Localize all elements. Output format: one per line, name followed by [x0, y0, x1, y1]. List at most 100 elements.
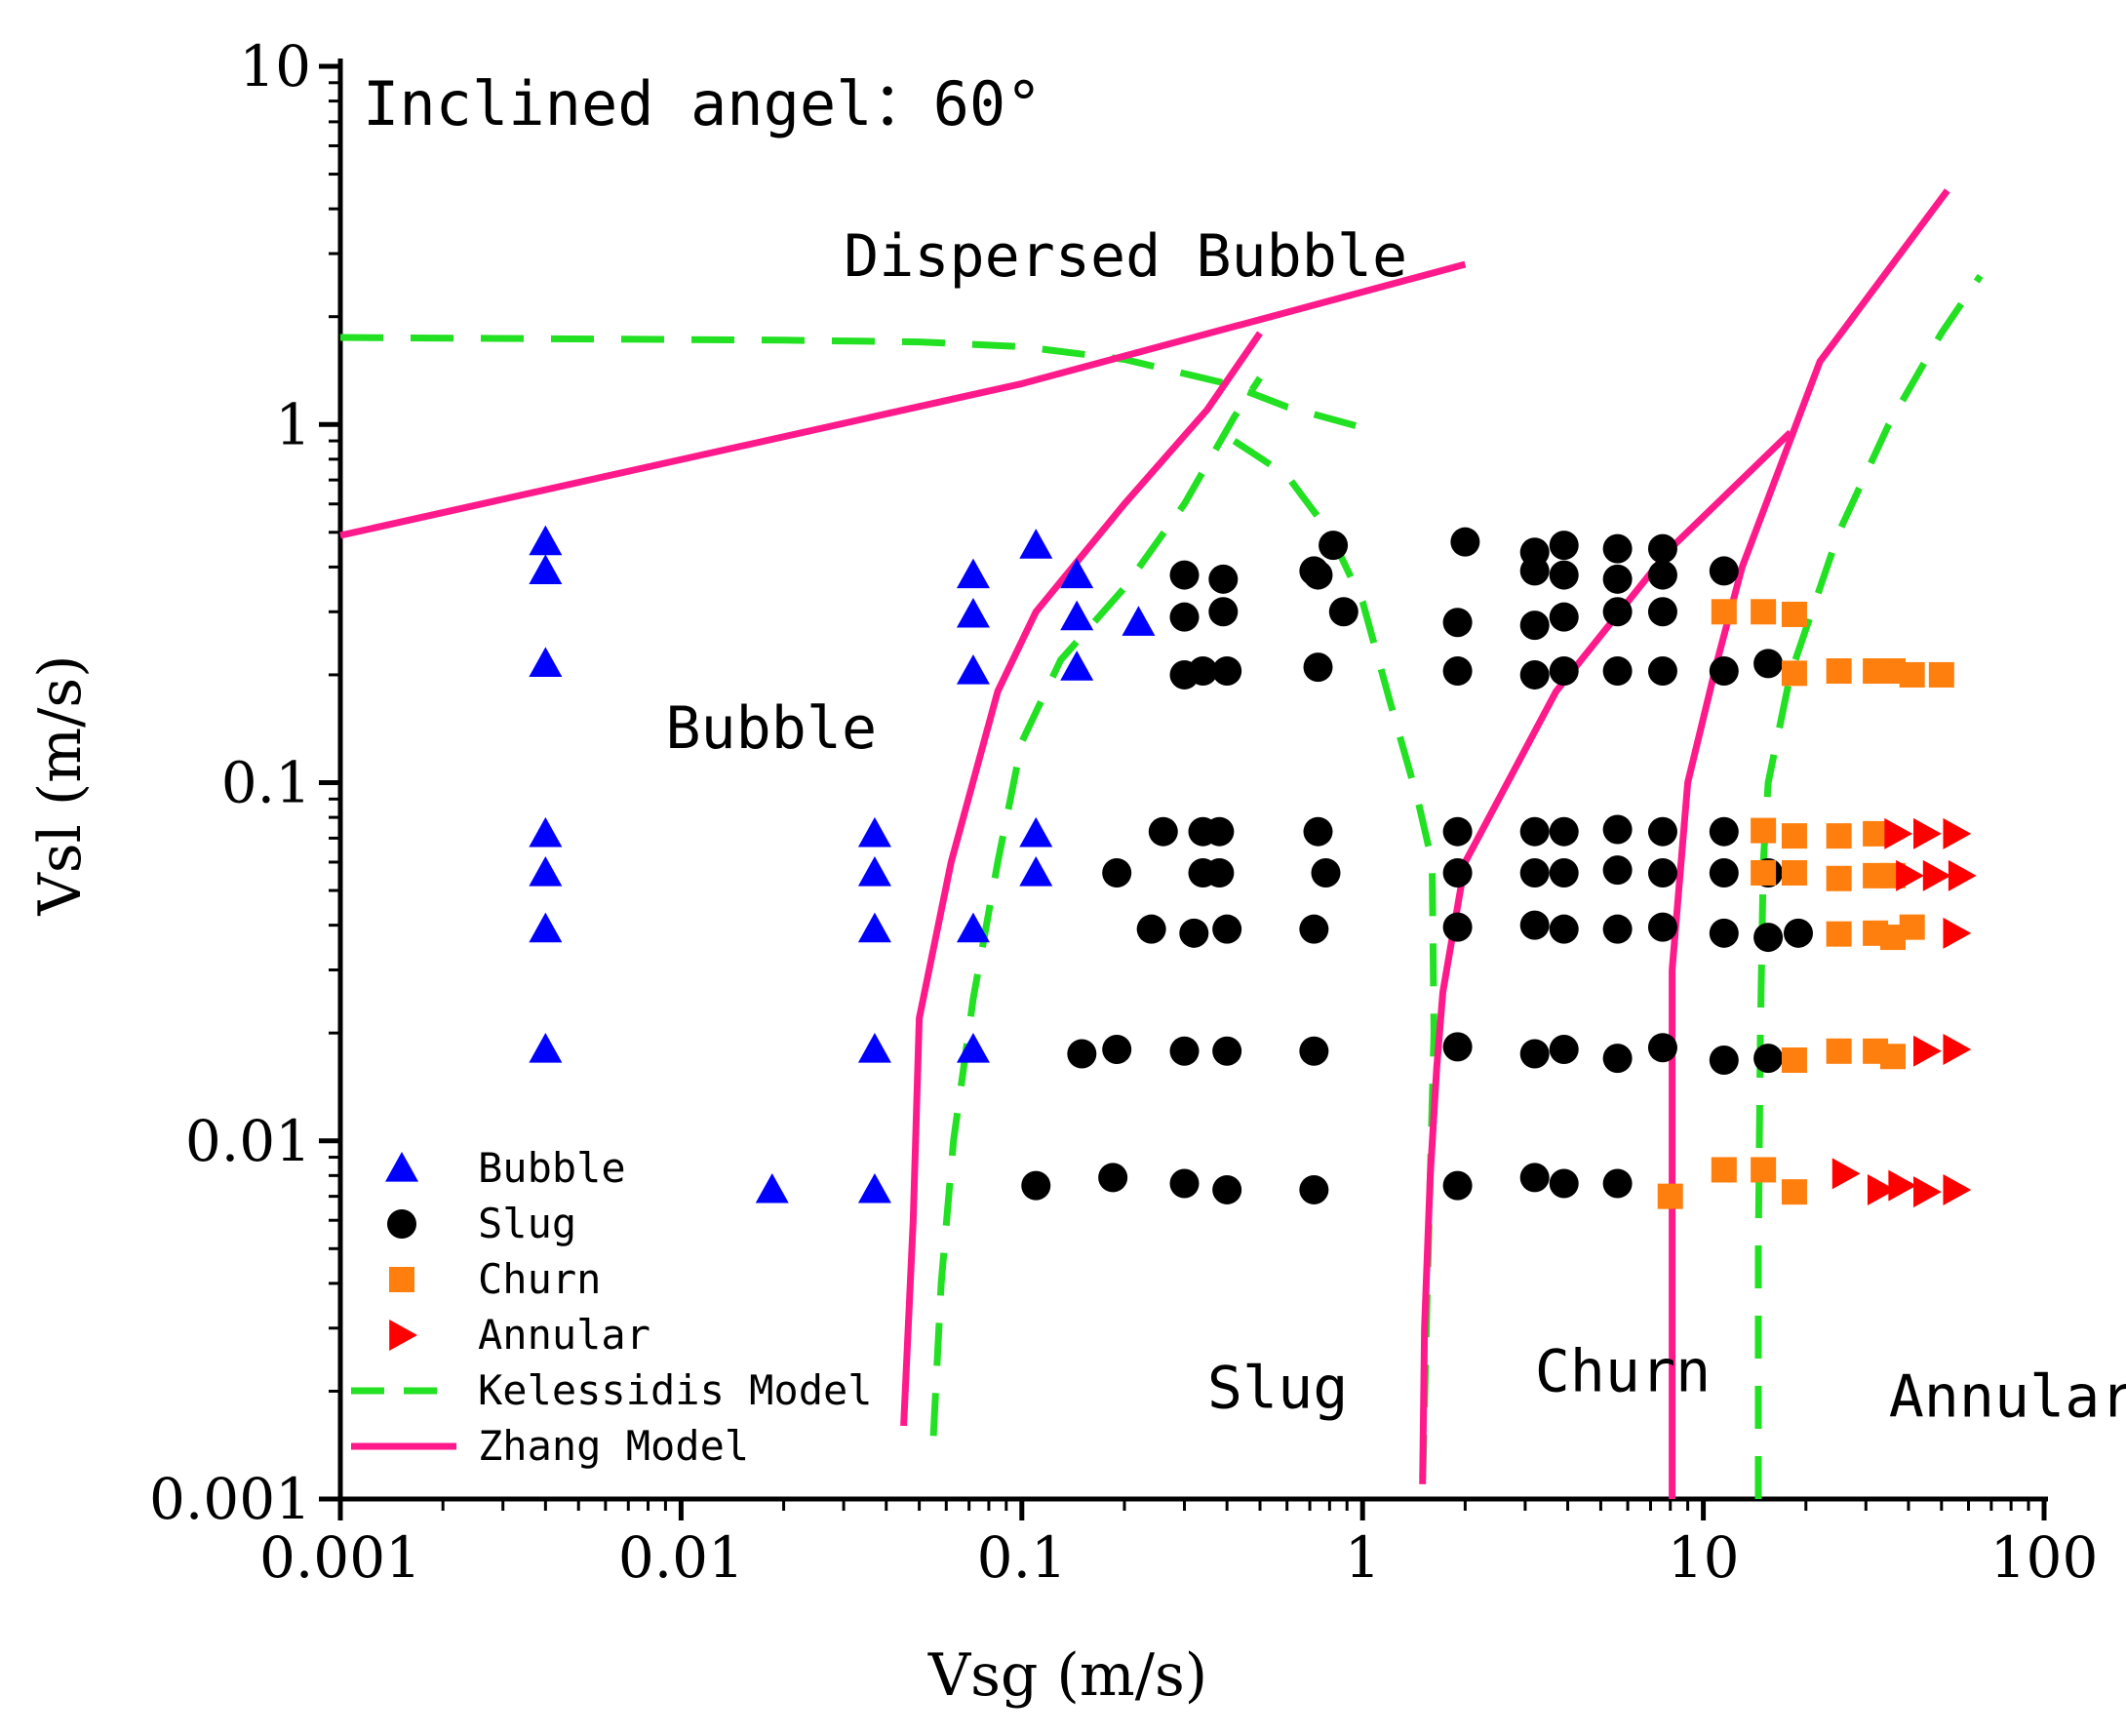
- slug-point: [1709, 816, 1739, 847]
- slug-point: [1709, 918, 1739, 948]
- legend-annular-marker: [389, 1320, 417, 1351]
- slug-point: [1450, 527, 1480, 557]
- slug-point: [1442, 608, 1473, 638]
- bubble-point: [1060, 651, 1094, 681]
- churn-point: [1781, 1047, 1807, 1074]
- y-axis-title: Vsl (m/s): [26, 654, 95, 916]
- bubble-point: [529, 525, 563, 556]
- slug-point: [1519, 910, 1550, 940]
- kelessidis-model-line: [1232, 438, 1437, 1484]
- slug-point: [1208, 564, 1239, 594]
- legend-slug-marker: [387, 1209, 416, 1239]
- slug-point: [1602, 656, 1633, 687]
- slug-point: [1549, 531, 1579, 561]
- slug-point: [1169, 602, 1200, 632]
- legend-churn-marker: [389, 1267, 414, 1292]
- slug-point: [1647, 857, 1677, 888]
- bubble-point: [1019, 855, 1053, 887]
- kelessidis-model-line: [339, 334, 1364, 431]
- annular-point: [1943, 817, 1972, 849]
- slug-point: [1208, 597, 1239, 627]
- slug-point: [1204, 816, 1235, 847]
- kelessidis-model-line: [1754, 273, 1984, 1499]
- annular-point: [1943, 1034, 1972, 1066]
- slug-point: [1442, 1032, 1473, 1062]
- legend-annular-label: Annular: [478, 1311, 650, 1359]
- churn-point: [1711, 599, 1737, 625]
- annular-point: [1943, 917, 1972, 949]
- region-label: Slug: [1207, 1354, 1349, 1422]
- slug-point: [1303, 652, 1333, 683]
- bubble-point: [1060, 558, 1094, 589]
- slug-point: [1442, 912, 1473, 942]
- slug-point: [1299, 1174, 1329, 1204]
- bubble-point: [529, 647, 563, 678]
- churn-point: [1781, 660, 1807, 687]
- slug-point: [1549, 816, 1579, 847]
- legend-slug-label: Slug: [478, 1200, 576, 1247]
- annular-point: [1913, 1176, 1942, 1208]
- slug-point: [1442, 656, 1473, 687]
- bubble-point: [857, 855, 891, 887]
- y-tick-label: 10: [239, 33, 311, 99]
- legend-kelessidis-model-label: Kelessidis Model: [478, 1366, 873, 1414]
- inclination-annotation: Inclined angel：60°: [363, 68, 1043, 139]
- slug-point: [1148, 816, 1178, 847]
- slug-point: [1709, 857, 1739, 888]
- x-tick-label: 1: [1345, 1524, 1381, 1591]
- bubble-point: [956, 1033, 990, 1063]
- bubble-point: [1060, 600, 1094, 631]
- bubble-point: [529, 816, 563, 848]
- bubble-point: [956, 558, 990, 589]
- slug-point: [1303, 816, 1333, 847]
- legend-bubble-label: Bubble: [478, 1144, 626, 1192]
- slug-point: [1647, 816, 1677, 847]
- slug-point: [1188, 656, 1218, 687]
- slug-point: [1602, 1168, 1633, 1199]
- legend-bubble-marker: [385, 1152, 418, 1182]
- slug-point: [1549, 1035, 1579, 1065]
- y-tick-label: 0.1: [221, 750, 311, 816]
- bubble-point: [1019, 816, 1053, 848]
- slug-point: [1602, 855, 1633, 886]
- annular-point: [1922, 859, 1951, 891]
- bubble-point: [857, 1033, 891, 1063]
- churn-point: [1826, 1038, 1852, 1064]
- slug-point: [1299, 1036, 1329, 1066]
- bubble-point: [529, 1033, 563, 1063]
- region-label: Annular: [1889, 1362, 2126, 1431]
- x-tick-label: 10: [1668, 1524, 1740, 1591]
- model-lines: [339, 188, 1984, 1499]
- y-tick-label: 1: [275, 391, 311, 457]
- y-tick-label: 0.001: [149, 1466, 311, 1532]
- zhang-model-line: [1669, 188, 1950, 1499]
- slug-point: [1299, 914, 1329, 944]
- bubble-point: [857, 912, 891, 943]
- slug-point: [1519, 659, 1550, 690]
- annular-point: [1884, 817, 1913, 849]
- churn-point: [1781, 1179, 1807, 1205]
- slug-point: [1519, 1039, 1550, 1069]
- slug-point: [1647, 912, 1677, 942]
- bubble-point: [1019, 529, 1053, 559]
- y-tick-label: 0.01: [185, 1108, 311, 1174]
- x-tick-label: 0.001: [259, 1524, 421, 1591]
- churn-point: [1899, 661, 1925, 688]
- slug-point: [1212, 1036, 1242, 1066]
- slug-point: [1753, 923, 1784, 953]
- slug-point: [1549, 857, 1579, 888]
- churn-point: [1657, 1183, 1683, 1209]
- data-points: [529, 525, 1977, 1209]
- churn-point: [1781, 859, 1807, 886]
- slug-point: [1169, 560, 1200, 590]
- churn-point: [1751, 817, 1777, 844]
- annular-point: [1913, 817, 1942, 849]
- region-labels: Dispersed Bubble Bubble Slug Churn Annular: [665, 222, 2126, 1432]
- churn-point: [1826, 921, 1852, 947]
- bubble-point: [956, 654, 990, 685]
- slug-point: [1098, 1163, 1128, 1193]
- slug-point: [1519, 611, 1550, 641]
- slug-point: [1102, 1035, 1132, 1065]
- slug-point: [1753, 649, 1784, 679]
